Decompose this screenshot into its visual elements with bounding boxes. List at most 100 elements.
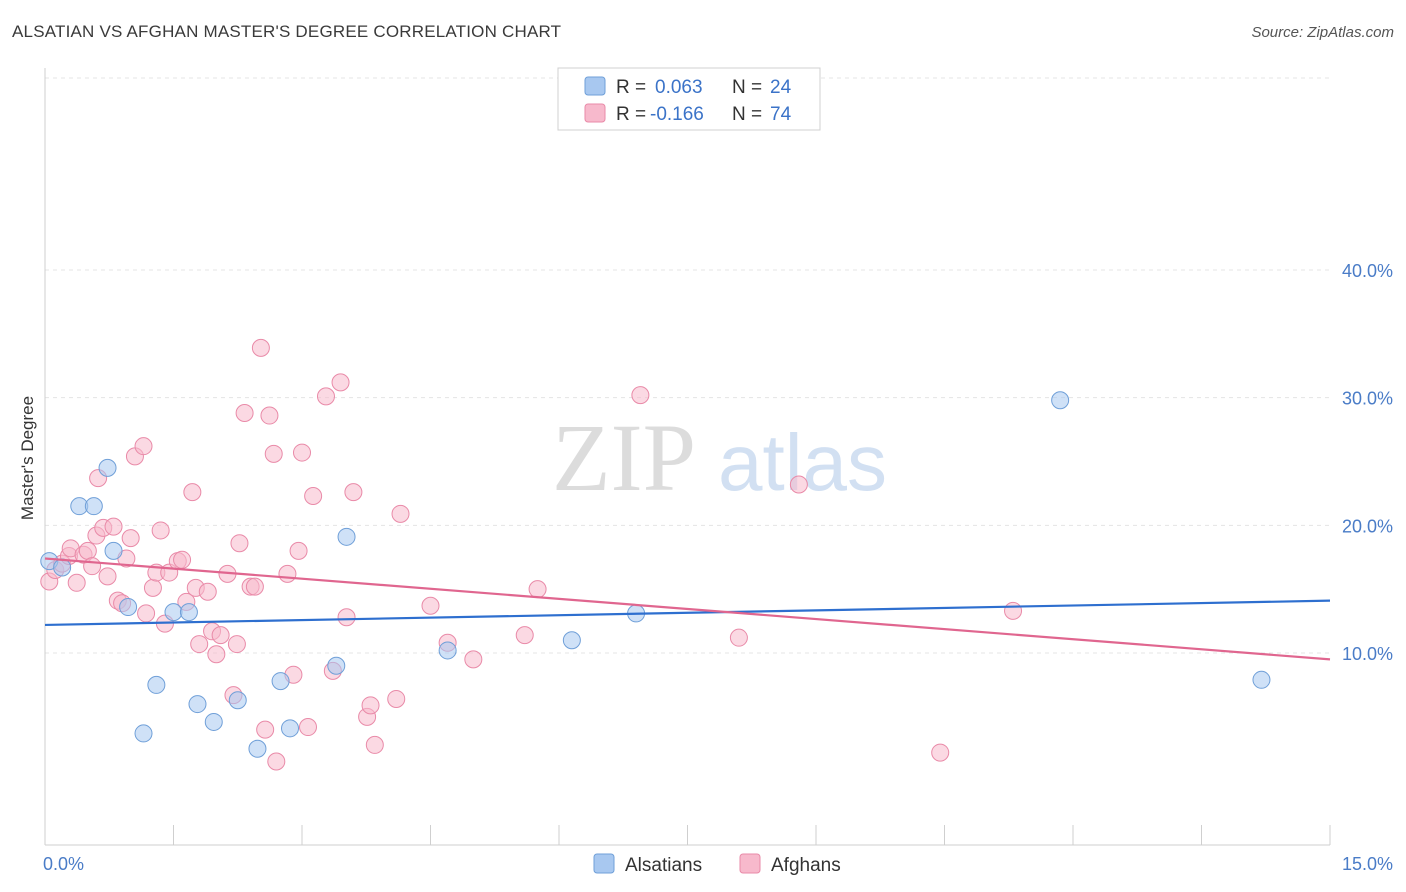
point-afghans-20 — [137, 604, 156, 623]
point-afghans-32 — [198, 582, 217, 601]
y-axis-label: Master's Degree — [18, 396, 37, 520]
x-ticks: 0.0% 15.0% — [43, 825, 1393, 874]
point-afghans-47 — [267, 752, 286, 771]
point-afghans-63 — [391, 504, 410, 523]
point-afghans-48 — [278, 564, 297, 583]
point-afghans-62 — [387, 689, 406, 708]
legend-r-label-alsatians: R = — [616, 77, 646, 98]
trend-line-alsatians — [44, 599, 1331, 627]
point-alsatians-19 — [438, 641, 457, 660]
point-afghans-34 — [207, 645, 226, 664]
point-afghans-53 — [304, 486, 323, 505]
bottom-legend-swatch-afghans — [739, 853, 761, 874]
legend-n-label-afghans: N = — [732, 104, 762, 125]
point-afghans-71 — [789, 475, 808, 494]
legend-n-alsatians: 24 — [770, 77, 792, 98]
legend-n-label-alsatians: N = — [732, 77, 762, 98]
legend-swatch-alsatians — [584, 76, 606, 96]
legend-r-afghans: -0.166 — [650, 104, 704, 125]
point-alsatians-15 — [271, 672, 290, 691]
point-afghans-51 — [293, 443, 311, 462]
point-alsatians-22 — [1051, 391, 1070, 410]
legend-r-label-afghans: R = — [616, 104, 646, 125]
bottom-legend-label-afghans: Afghans — [771, 855, 841, 876]
point-afghans-12 — [98, 567, 117, 586]
legend-r-alsatians: 0.063 — [655, 77, 703, 98]
y-tick-label-1: 20.0% — [1342, 516, 1393, 536]
point-afghans-56 — [331, 373, 350, 392]
point-afghans-39 — [230, 534, 249, 553]
point-afghans-58 — [344, 483, 363, 502]
point-afghans-66 — [464, 650, 483, 669]
y-tick-labels: 10.0% 20.0% 30.0% 40.0% — [1342, 261, 1393, 664]
point-afghans-61 — [365, 735, 384, 754]
point-afghans-69 — [631, 386, 650, 405]
point-afghans-35 — [211, 626, 230, 645]
point-afghans-52 — [298, 718, 317, 737]
point-afghans-70 — [729, 628, 748, 647]
point-afghans-45 — [260, 406, 279, 425]
point-afghans-42 — [245, 577, 264, 596]
point-afghans-8 — [83, 557, 102, 576]
y-tick-label-3: 40.0% — [1342, 261, 1393, 281]
point-alsatians-3 — [84, 497, 103, 516]
point-afghans-27 — [173, 550, 192, 569]
point-alsatians-18 — [337, 527, 356, 546]
point-afghans-60 — [361, 696, 380, 715]
bottom-legend-swatch-alsatians — [593, 853, 615, 874]
point-alsatians-20 — [562, 631, 581, 650]
point-afghans-38 — [227, 635, 246, 654]
point-afghans-13 — [104, 517, 123, 536]
point-alsatians-8 — [147, 675, 166, 694]
stats-legend: R = 0.063 N = 24 R = -0.166 N = 74 — [557, 67, 821, 131]
point-afghans-23 — [151, 521, 170, 540]
point-afghans-57 — [337, 608, 356, 627]
trend-lines — [44, 557, 1331, 661]
point-afghans-40 — [235, 403, 254, 422]
point-alsatians-14 — [248, 739, 267, 758]
point-alsatians-10 — [179, 603, 198, 622]
point-alsatians-17 — [327, 656, 346, 675]
point-alsatians-4 — [98, 458, 117, 477]
bottom-legend-label-alsatians: Alsatians — [625, 855, 702, 876]
point-afghans-54 — [316, 387, 335, 406]
point-alsatians-9 — [164, 603, 183, 622]
legend-swatch-afghans — [584, 103, 606, 123]
point-afghans-50 — [289, 541, 308, 560]
point-alsatians-13 — [228, 691, 247, 710]
point-alsatians-23 — [1252, 670, 1271, 689]
watermark-atlas: atlas — [718, 418, 887, 507]
point-alsatians-6 — [119, 598, 138, 617]
point-alsatians-12 — [204, 712, 223, 731]
watermark-zip: ZIP — [552, 404, 696, 511]
point-afghans-72 — [931, 743, 950, 762]
point-afghans-43 — [251, 338, 270, 357]
trend-line-afghans — [44, 557, 1331, 661]
source-label: Source: ZipAtlas.com — [1251, 24, 1394, 41]
point-afghans-64 — [421, 596, 440, 615]
x-tick-label-1: 15.0% — [1342, 854, 1393, 874]
legend-n-afghans: 74 — [770, 104, 792, 125]
point-afghans-31 — [190, 635, 209, 654]
point-afghans-21 — [143, 578, 162, 597]
point-alsatians-1 — [53, 558, 72, 577]
point-afghans-67 — [515, 626, 534, 645]
point-afghans-19 — [134, 437, 153, 456]
chart-title: ALSATIAN VS AFGHAN MASTER'S DEGREE CORRE… — [12, 22, 562, 41]
point-alsatians-11 — [188, 695, 207, 714]
point-afghans-29 — [183, 483, 202, 502]
point-afghans-17 — [121, 529, 140, 548]
point-afghans-68 — [528, 580, 547, 599]
data-points — [40, 338, 1271, 771]
y-tick-label-2: 30.0% — [1342, 389, 1393, 409]
x-tick-label-0: 0.0% — [43, 854, 84, 874]
point-alsatians-7 — [134, 724, 153, 743]
point-afghans-5 — [67, 573, 86, 592]
gridlines — [45, 77, 1330, 654]
point-afghans-7 — [78, 541, 97, 560]
series-legend: Alsatians Afghans — [593, 853, 841, 876]
point-alsatians-16 — [281, 719, 300, 738]
point-afghans-44 — [256, 720, 275, 739]
y-tick-label-0: 10.0% — [1342, 644, 1393, 664]
